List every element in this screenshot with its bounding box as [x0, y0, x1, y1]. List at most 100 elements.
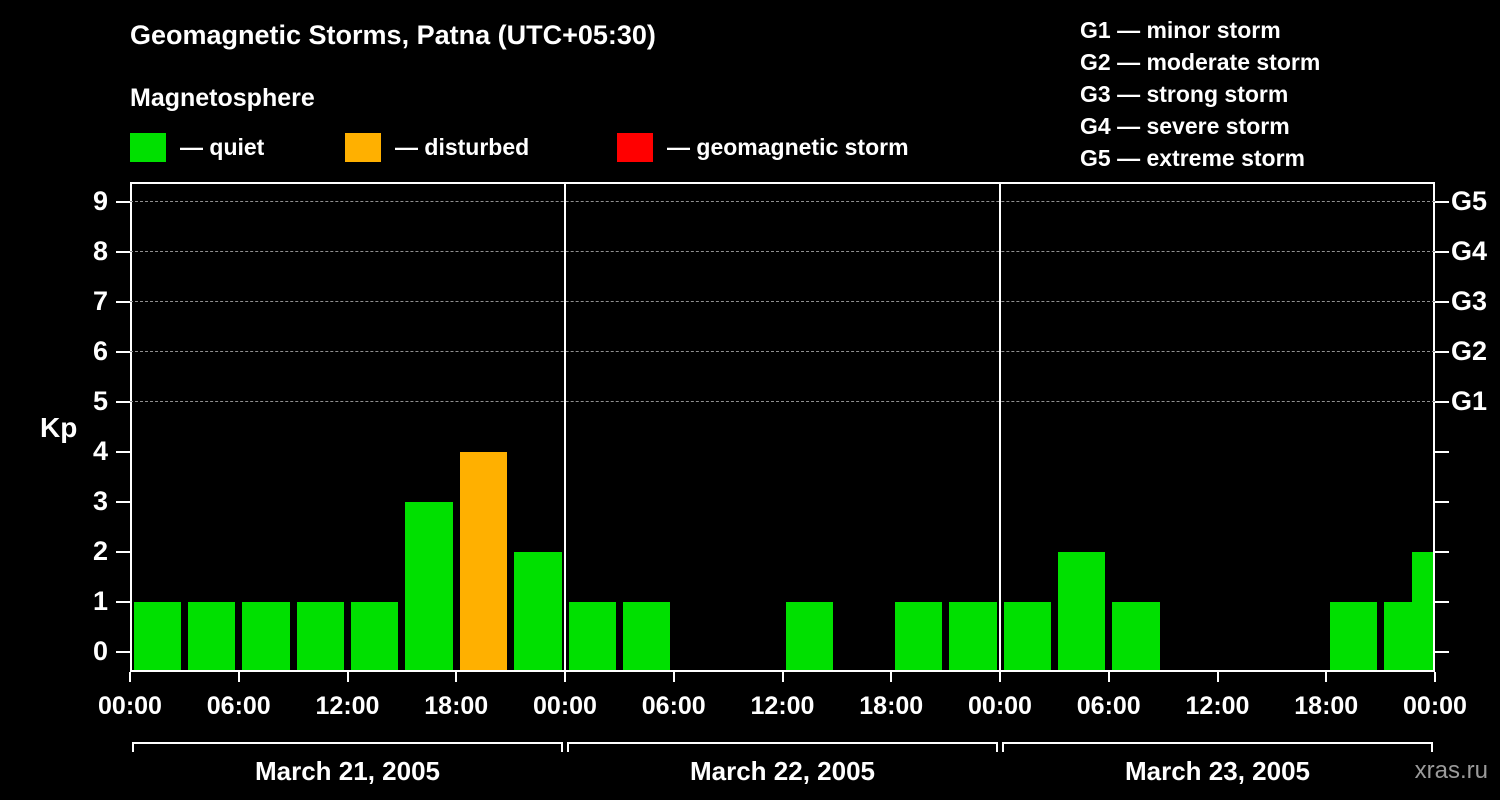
g-axis-label: G5 — [1451, 186, 1488, 216]
y-axis-tick — [116, 601, 130, 603]
g-legend-line-g1: G1 — minor storm — [1080, 17, 1281, 43]
legend-label-disturbed: — disturbed — [395, 134, 530, 160]
y-axis-tick — [116, 451, 130, 453]
hour-label: 00:00 — [533, 692, 597, 720]
kp-bar — [786, 602, 834, 670]
x-axis-tick — [999, 672, 1001, 682]
day-separator — [564, 182, 566, 672]
hour-label: 06:00 — [1076, 692, 1141, 720]
x-axis-tick — [1216, 672, 1219, 682]
date-label: March 23, 2005 — [1124, 756, 1310, 786]
y-tick-label: 3 — [92, 486, 108, 516]
y-tick-label: 7 — [92, 286, 108, 316]
day-separator — [999, 182, 1001, 672]
hour-label: 12:00 — [1185, 692, 1250, 720]
chart-title: Geomagnetic Storms, Patna (UTC+05:30) — [130, 20, 656, 50]
x-axis-tick — [564, 672, 566, 682]
y-axis-tick — [116, 651, 130, 653]
kp-bar — [242, 602, 290, 670]
y-axis-tick-right — [1435, 601, 1449, 603]
kp-bar — [568, 602, 616, 670]
kp-bar — [351, 602, 399, 670]
date-label: March 21, 2005 — [254, 756, 440, 786]
y-axis-tick — [116, 301, 130, 303]
kp-bar — [187, 602, 236, 670]
g-legend-line-g3: G3 — strong storm — [1080, 81, 1289, 107]
y-axis-tick-right — [1435, 451, 1449, 453]
storm-swatch-icon — [617, 133, 653, 162]
hour-label: 18:00 — [1294, 692, 1359, 720]
legend-item-disturbed: — disturbed — [345, 133, 529, 162]
y-tick-label: 4 — [92, 436, 108, 466]
hour-label: 18:00 — [859, 692, 924, 720]
y-axis-tick-right — [1435, 301, 1449, 303]
y-axis-label: Kp — [40, 412, 78, 443]
date-bracket — [567, 742, 998, 752]
legend-item-storm: — geomagnetic storm — [617, 133, 909, 162]
hour-label: 12:00 — [750, 692, 815, 720]
legend-item-quiet: — quiet — [130, 133, 264, 162]
kp-bar-partial — [1412, 552, 1433, 670]
kp-bar — [405, 502, 453, 670]
kp-bar — [1057, 552, 1106, 670]
g-legend-line-g2: G2 — moderate storm — [1080, 49, 1321, 75]
hour-label: 06:00 — [206, 692, 271, 720]
disturbed-swatch-icon — [345, 133, 381, 162]
kp-bar — [296, 602, 344, 670]
kp-bar — [514, 552, 562, 670]
g-legend-line-g4: G4 — severe storm — [1080, 113, 1290, 139]
gridline-kp9 — [130, 201, 1435, 202]
y-axis-tick-right — [1435, 201, 1449, 203]
kp-bar — [459, 452, 508, 670]
date-label: March 22, 2005 — [689, 756, 875, 786]
x-axis-tick — [890, 672, 893, 682]
kp-bar — [622, 602, 671, 670]
x-axis-tick — [672, 672, 675, 682]
y-tick-label: 2 — [92, 536, 108, 566]
g-legend-line-g5: G5 — extreme storm — [1080, 145, 1305, 171]
date-bracket — [1002, 742, 1433, 752]
y-axis-tick — [116, 551, 130, 553]
gridline-kp8 — [130, 251, 1435, 252]
y-tick-label: 8 — [92, 236, 108, 266]
plot-frame — [130, 182, 1435, 672]
g-axis-label: G3 — [1451, 286, 1488, 316]
kp-bar — [894, 602, 943, 670]
legend-label-quiet: — quiet — [180, 134, 265, 160]
x-axis-tick — [1325, 672, 1328, 682]
quiet-swatch-icon — [130, 133, 166, 162]
y-tick-label: 1 — [92, 586, 108, 616]
legend-label-storm: — geomagnetic storm — [667, 134, 909, 160]
g-scale-legend: G1 — minor storm G2 — moderate storm G3 … — [1080, 14, 1320, 174]
x-axis-tick — [346, 672, 349, 682]
watermark: xras.ru — [1414, 757, 1488, 784]
g-axis-label: G4 — [1451, 236, 1488, 266]
y-axis-tick — [116, 251, 130, 253]
date-bracket — [132, 742, 563, 752]
hour-label: 12:00 — [315, 692, 380, 720]
kp-bar — [949, 602, 997, 670]
hour-label: 00:00 — [968, 692, 1032, 720]
gridline-kp7 — [130, 301, 1435, 302]
hour-label: 00:00 — [98, 692, 162, 720]
kp-bar — [1112, 602, 1160, 670]
hour-label: 06:00 — [641, 692, 706, 720]
y-axis-tick-right — [1435, 501, 1449, 503]
y-tick-label: 5 — [92, 386, 108, 416]
y-axis-tick-right — [1435, 351, 1449, 353]
y-axis-tick-right — [1435, 401, 1449, 403]
x-axis-tick — [129, 672, 131, 682]
x-axis-tick — [1434, 672, 1436, 682]
y-axis-tick-right — [1435, 551, 1449, 553]
y-axis-tick-right — [1435, 251, 1449, 253]
x-axis-tick — [1107, 672, 1110, 682]
y-tick-label: 6 — [92, 336, 108, 366]
y-tick-label: 0 — [92, 636, 108, 666]
x-axis-tick — [781, 672, 784, 682]
y-tick-label: 9 — [92, 186, 108, 216]
x-axis-tick — [455, 672, 458, 682]
hour-label-final: 00:00 — [1403, 692, 1467, 720]
kp-bar — [133, 602, 181, 670]
gridline-kp6 — [130, 351, 1435, 352]
